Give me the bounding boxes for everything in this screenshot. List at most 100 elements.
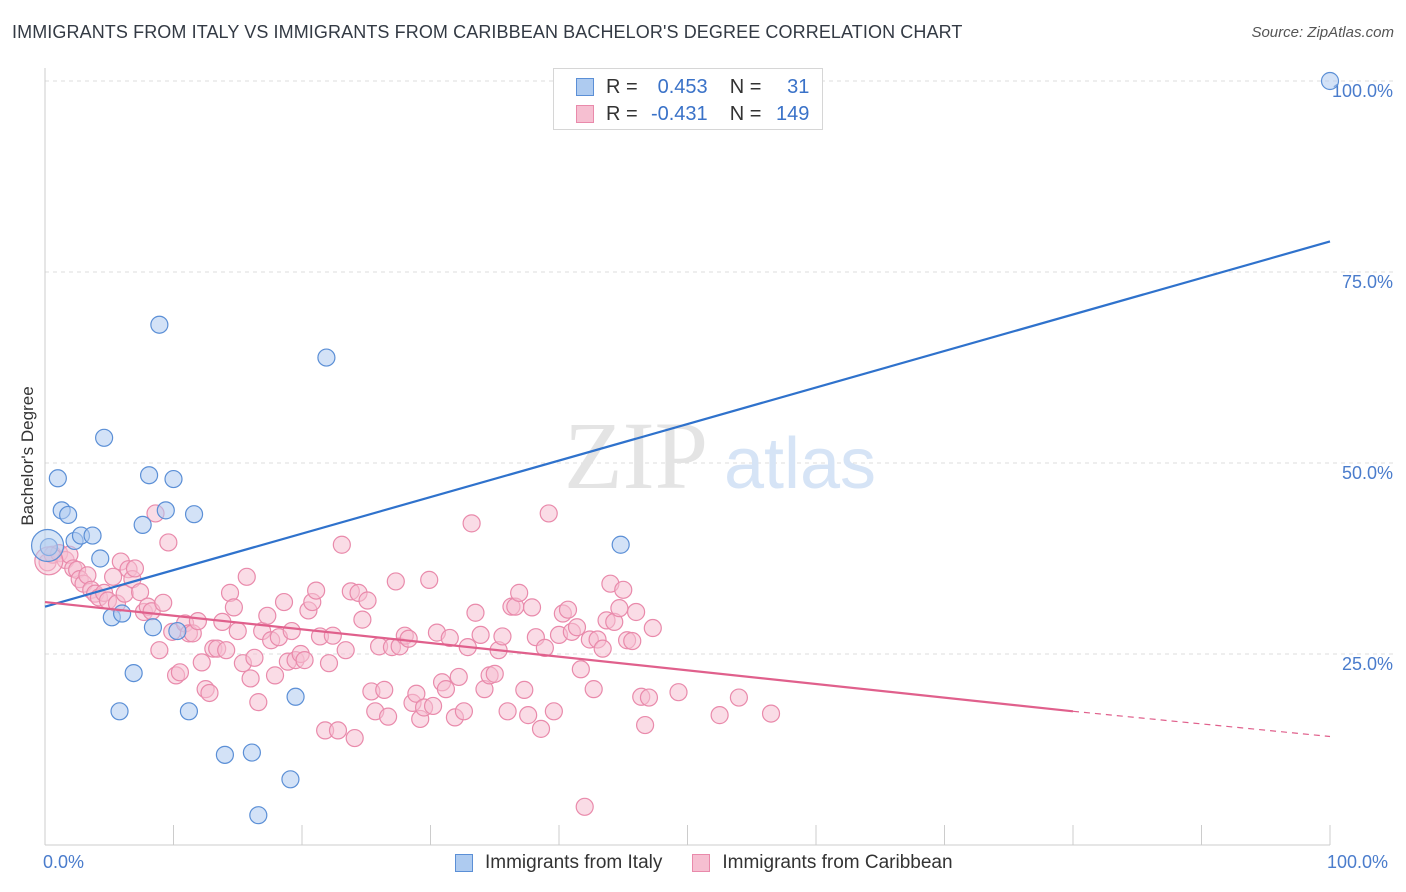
caribbean-point-145[interactable] [669,683,688,702]
caribbean-point-65[interactable] [307,581,326,600]
italy-point-6[interactable] [83,526,102,545]
caribbean-point-102[interactable] [462,514,481,533]
italy-point-15[interactable] [143,618,163,637]
caribbean-point-147[interactable] [729,688,749,707]
caribbean-point-143[interactable] [639,688,659,707]
italy-point-10[interactable] [112,604,132,623]
caribbean-point-100[interactable] [454,702,474,721]
caribbean-point-137[interactable] [614,580,633,599]
italy-point-26[interactable] [286,687,305,706]
caribbean-point-107[interactable] [485,664,504,683]
caribbean-point-59[interactable] [282,621,301,641]
caribbean-point-53[interactable] [258,606,277,625]
caribbean-point-74[interactable] [345,728,364,748]
caribbean-point-120[interactable] [539,504,558,523]
caribbean-point-114[interactable] [515,680,534,700]
caribbean-point-96[interactable] [436,680,456,699]
caribbean-point-116[interactable] [522,598,542,617]
caribbean-point-71[interactable] [332,535,351,554]
caribbean-point-146[interactable] [710,706,729,725]
caribbean-point-140[interactable] [626,602,646,622]
italy-cluster-point[interactable] [30,528,65,563]
caribbean-point-87[interactable] [399,629,418,648]
caribbean-point-121[interactable] [544,702,563,721]
italy-point-25[interactable] [281,770,300,789]
caribbean-point-43[interactable] [217,641,236,660]
caribbean-point-126[interactable] [567,618,587,637]
caribbean-point-29[interactable] [159,533,178,552]
caribbean-point-76[interactable] [353,610,372,629]
caribbean-point-144[interactable] [643,618,662,638]
italy-point-1[interactable] [48,469,67,488]
caribbean-point-32[interactable] [170,663,190,682]
caribbean-point-21[interactable] [125,559,145,578]
caribbean-point-51[interactable] [249,693,268,712]
caribbean-point-57[interactable] [274,592,294,612]
caribbean-point-48[interactable] [237,567,256,586]
italy-point-11[interactable] [110,702,129,721]
caribbean-point-136[interactable] [610,599,629,618]
italy-point-17[interactable] [156,501,175,520]
italy-point-23[interactable] [242,743,261,762]
caribbean-point-127[interactable] [571,660,590,679]
italy-point-21[interactable] [184,505,204,524]
caribbean-point-72[interactable] [336,641,355,660]
caribbean-point-124[interactable] [558,600,578,619]
italy-point-20[interactable] [179,702,199,721]
caribbean-point-104[interactable] [471,625,490,645]
caribbean-point-39[interactable] [200,683,219,703]
caribbean-point-27[interactable] [150,641,169,660]
caribbean-point-77[interactable] [358,591,377,610]
legend-item-caribbean[interactable]: Immigrants from Caribbean [692,852,953,874]
italy-point-22[interactable] [215,745,234,764]
caribbean-point-148[interactable] [761,704,781,723]
caribbean-point-49[interactable] [241,669,260,688]
caribbean-point-109[interactable] [493,627,512,646]
caribbean-point-22[interactable] [130,583,150,602]
caribbean-point-115[interactable] [519,706,538,725]
italy-point-29[interactable] [1320,71,1340,91]
caribbean-point-50[interactable] [245,648,264,667]
caribbean-point-36[interactable] [188,612,208,631]
caribbean-point-142[interactable] [635,715,655,735]
caribbean-point-113[interactable] [510,583,529,602]
caribbean-point-110[interactable] [498,702,517,721]
caribbean-point-92[interactable] [420,570,439,589]
legend-item-italy[interactable]: Immigrants from Italy [455,852,662,874]
caribbean-point-128[interactable] [575,797,594,816]
caribbean-point-97[interactable] [440,628,459,648]
caribbean-point-132[interactable] [593,639,612,658]
caribbean-point-119[interactable] [535,638,554,657]
caribbean-point-84[interactable] [386,572,405,591]
caribbean-point-81[interactable] [375,680,394,700]
italy-point-18[interactable] [164,469,183,489]
italy-point-16[interactable] [150,315,169,334]
caribbean-point-103[interactable] [466,603,485,622]
caribbean-point-118[interactable] [531,719,551,738]
italy-point-14[interactable] [139,466,159,485]
italy-point-3[interactable] [59,505,78,525]
italy-point-13[interactable] [133,515,152,534]
caribbean-point-46[interactable] [228,621,247,641]
caribbean-point-69[interactable] [323,626,342,645]
caribbean-point-15[interactable] [104,567,123,586]
italy-point-12[interactable] [124,663,143,683]
italy-point-28[interactable] [611,535,630,554]
caribbean-point-28[interactable] [154,593,173,612]
caribbean-point-93[interactable] [423,696,443,716]
italy-point-24[interactable] [249,806,268,825]
caribbean-point-139[interactable] [623,631,642,651]
caribbean-point-99[interactable] [449,667,468,687]
caribbean-point-45[interactable] [224,598,243,617]
caribbean-point-89[interactable] [407,684,426,703]
caribbean-point-55[interactable] [265,666,285,685]
italy-point-19[interactable] [168,621,187,641]
italy-point-7[interactable] [91,549,110,568]
caribbean-point-70[interactable] [328,721,348,740]
caribbean-point-68[interactable] [319,654,339,673]
caribbean-point-82[interactable] [378,707,398,726]
italy-point-27[interactable] [317,348,336,367]
caribbean-point-62[interactable] [295,651,314,670]
italy-point-8[interactable] [95,428,114,447]
caribbean-point-37[interactable] [192,653,211,672]
